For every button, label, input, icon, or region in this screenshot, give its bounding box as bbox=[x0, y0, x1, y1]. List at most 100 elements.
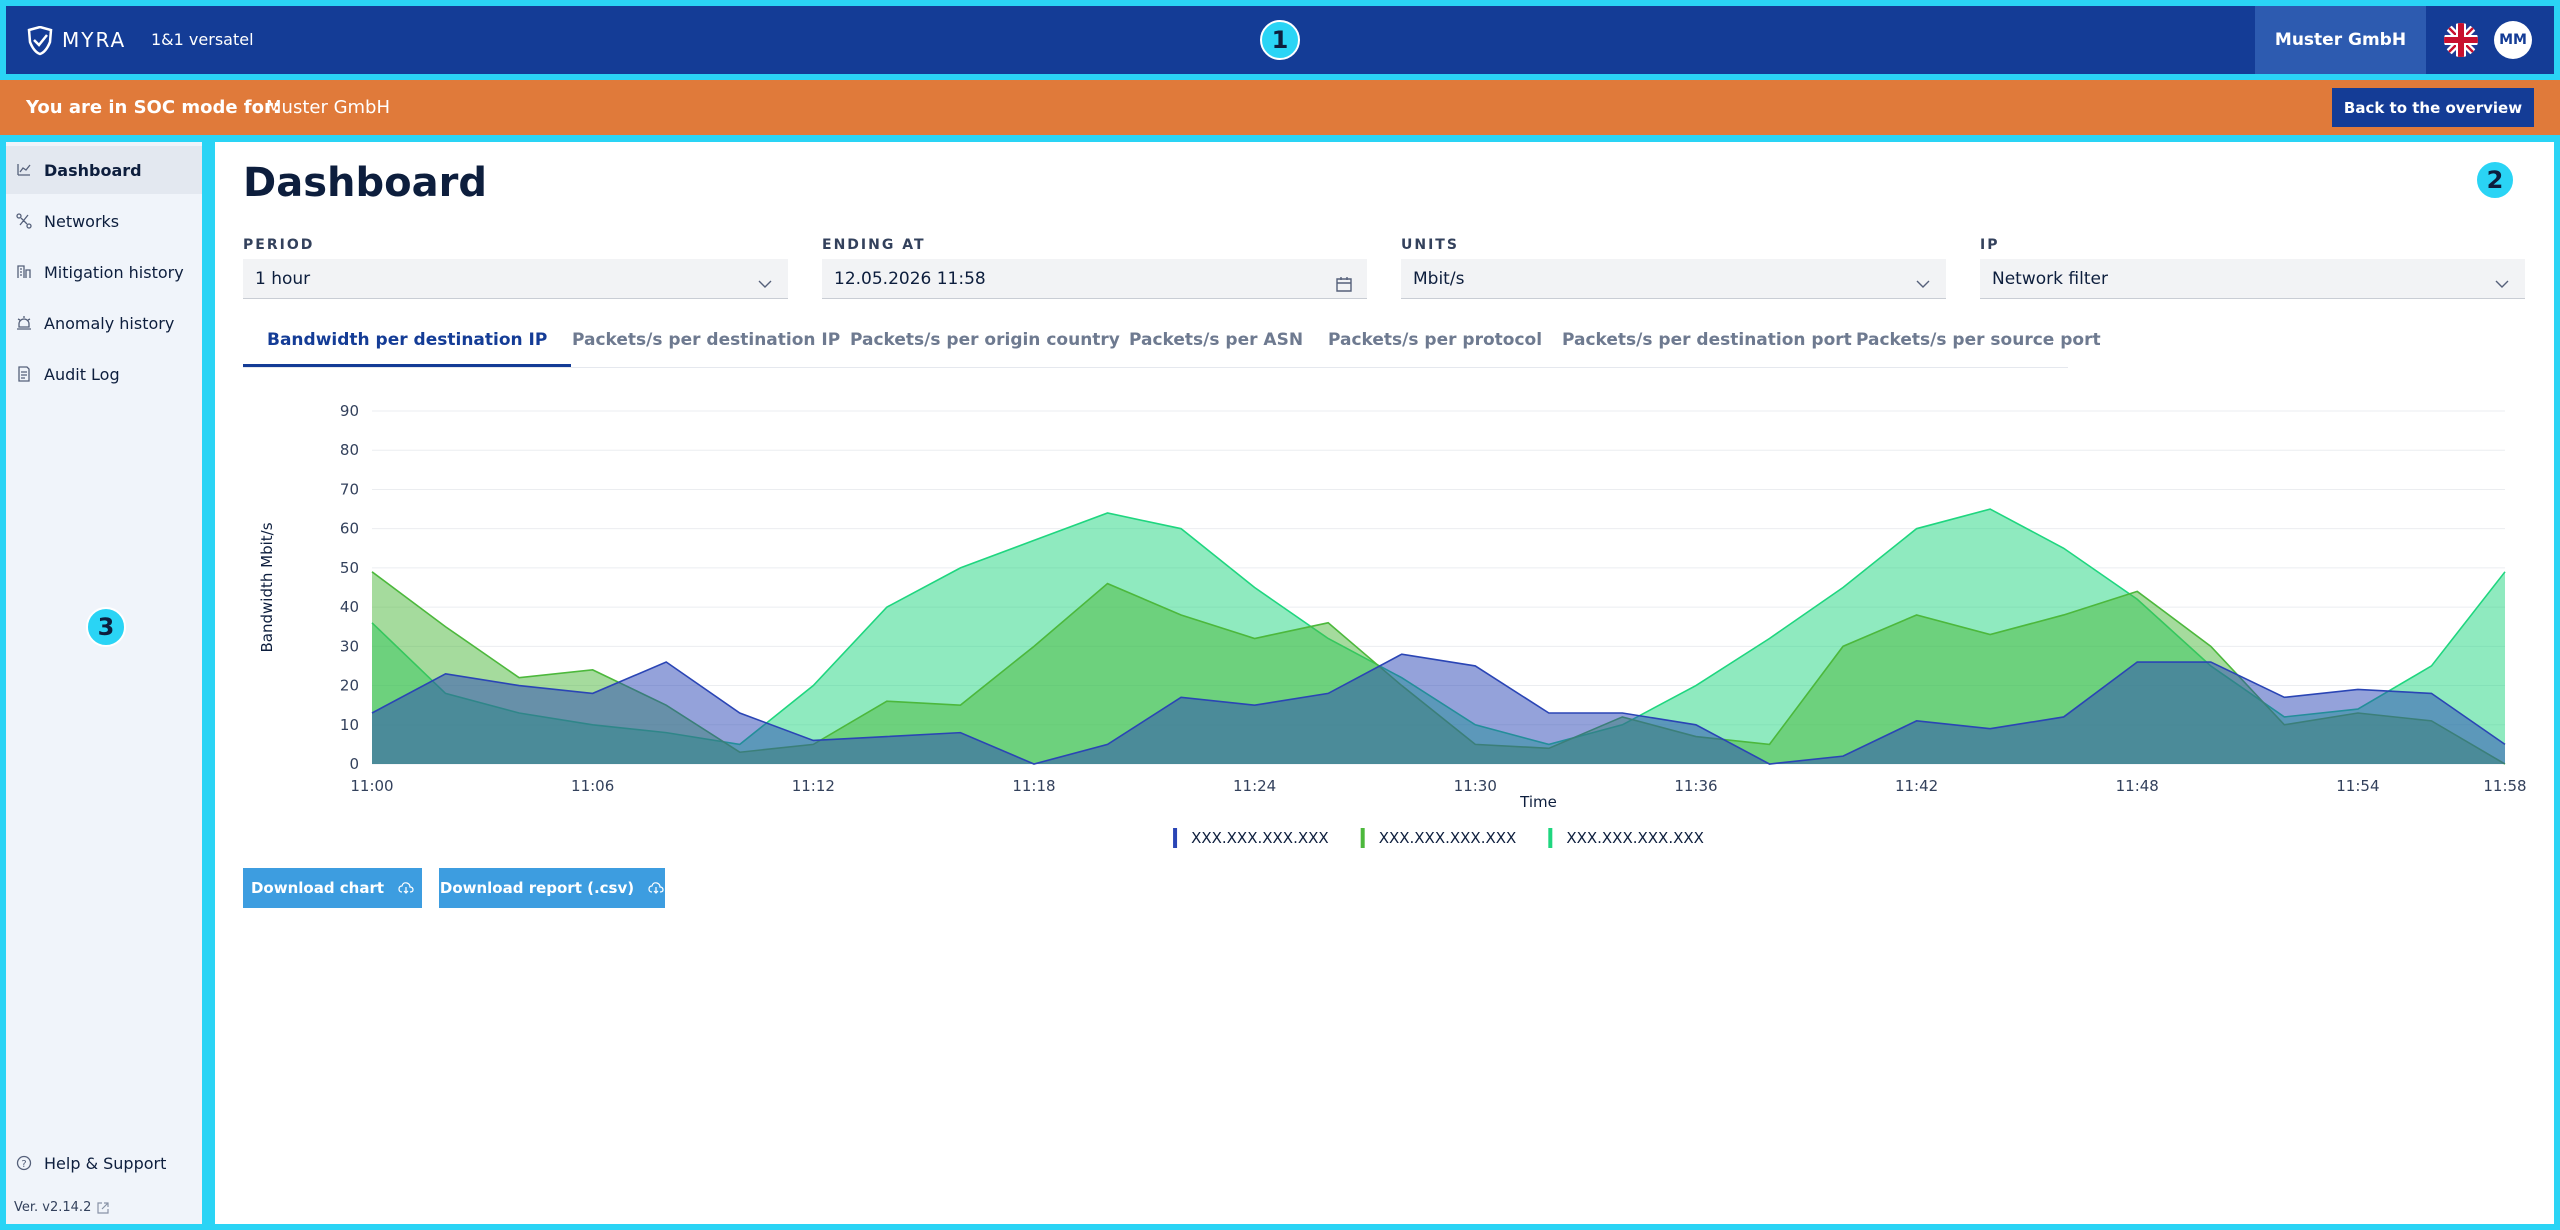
tab[interactable]: Packets/s per ASN bbox=[1129, 330, 1304, 350]
calendar-icon bbox=[1336, 277, 1352, 292]
help-icon: ? bbox=[16, 1155, 32, 1171]
legend-swatch bbox=[1548, 828, 1553, 848]
main-panel: Dashboard 2 PERIOD 1 hour ENDING AT 12.05.2… bbox=[215, 142, 2554, 1224]
dropdown-icon bbox=[758, 280, 772, 288]
version[interactable]: Ver. v2.14.2 bbox=[14, 1200, 92, 1215]
tab[interactable]: Packets/s per origin country bbox=[850, 330, 1120, 350]
x-tick-label: 11:48 bbox=[2116, 777, 2159, 795]
partner-logo: 1&1 versatel bbox=[151, 30, 254, 49]
download-button[interactable]: Download report (.csv) bbox=[439, 868, 665, 908]
filter-value: 12.05.2026 11:58 bbox=[834, 268, 986, 289]
legend-label: XXX.XXX.XXX.XXX bbox=[1566, 829, 1704, 847]
nav-item[interactable]: Audit Log bbox=[6, 350, 202, 398]
x-tick-label: 11:54 bbox=[2336, 777, 2379, 795]
x-tick-label: 11:58 bbox=[2483, 777, 2526, 795]
nav-text: Dashboard bbox=[44, 160, 142, 180]
icon-path bbox=[398, 882, 414, 894]
filter-label: ENDING AT bbox=[822, 237, 926, 253]
y-tick-label: 90 bbox=[340, 402, 359, 420]
icon-path bbox=[1336, 277, 1352, 292]
nav-icon bbox=[18, 366, 30, 382]
tab[interactable]: Packets/s per destination IP bbox=[572, 330, 841, 350]
icon-path bbox=[648, 882, 664, 894]
y-tick-label: 0 bbox=[349, 755, 359, 773]
cloud-download-icon bbox=[648, 882, 664, 894]
nav-icon bbox=[16, 213, 32, 229]
logo-shield bbox=[27, 26, 53, 56]
x-tick-label: 11:24 bbox=[1233, 777, 1276, 795]
nav-text: Audit Log bbox=[44, 364, 120, 384]
x-tick-label: 11:42 bbox=[1895, 777, 1938, 795]
annotation-badge: 1 bbox=[1260, 20, 1300, 60]
nav-item[interactable]: Networks bbox=[6, 197, 202, 245]
nav-item[interactable]: Anomaly history bbox=[6, 299, 202, 347]
y-tick-label: 80 bbox=[340, 441, 359, 459]
x-tick-label: 11:30 bbox=[1454, 777, 1497, 795]
legend-label: XXX.XXX.XXX.XXX bbox=[1191, 829, 1329, 847]
language-flag[interactable] bbox=[2443, 22, 2479, 58]
company-switcher[interactable]: Muster GmbH bbox=[2255, 6, 2426, 74]
chart: 0 10 20 30 40 50 60 70 80 90 Bandwidth Mbit/s 11:00… bbox=[258, 402, 2527, 848]
y-tick-label: 10 bbox=[340, 716, 359, 734]
user-avatar[interactable]: MM bbox=[2494, 21, 2532, 59]
filter-value: Mbit/s bbox=[1413, 268, 1465, 289]
soc-banner: You are in SOC mode for: Muster GmbH Bac… bbox=[0, 80, 2560, 135]
x-tick-label: 11:06 bbox=[571, 777, 614, 795]
icon-path bbox=[17, 164, 31, 176]
tab[interactable]: Packets/s per destination port bbox=[1562, 330, 1852, 350]
filter-input[interactable]: Mbit/s bbox=[1401, 259, 1946, 299]
filter-label: PERIOD bbox=[243, 237, 315, 253]
icon-path bbox=[758, 280, 772, 288]
y-tick-label: 40 bbox=[340, 598, 359, 616]
filter-input[interactable]: 1 hour bbox=[243, 259, 788, 299]
help-text: Help & Support bbox=[44, 1153, 167, 1173]
logo-text: MYRA bbox=[62, 28, 127, 52]
nav-icon bbox=[17, 316, 31, 330]
sidebar: Dashboard Networks Mitigation history Anoma… bbox=[6, 142, 202, 1224]
icon-path bbox=[17, 316, 31, 330]
y-tick-label: 60 bbox=[340, 520, 359, 538]
dropdown-icon bbox=[1916, 280, 1930, 288]
active-tab-underline bbox=[243, 364, 571, 367]
nav-text: Networks bbox=[44, 211, 120, 231]
y-tick-label: 20 bbox=[340, 677, 359, 695]
filter-input[interactable]: 12.05.2026 11:58 bbox=[822, 259, 1367, 299]
soc-company: Muster GmbH bbox=[266, 97, 391, 118]
filter-value: 1 hour bbox=[255, 268, 311, 289]
x-tick-label: 11:36 bbox=[1674, 777, 1717, 795]
area-fill bbox=[372, 571, 2505, 764]
nav-item[interactable]: Mitigation history bbox=[6, 248, 202, 296]
soc-label: You are in SOC mode for: bbox=[26, 97, 281, 118]
tab[interactable]: Packets/s per protocol bbox=[1328, 330, 1543, 350]
nav-item[interactable]: Dashboard bbox=[6, 146, 202, 194]
cloud-download-icon bbox=[398, 882, 414, 894]
filter-value: Network filter bbox=[1992, 268, 2108, 289]
icon-path bbox=[16, 213, 32, 229]
icon-path bbox=[1916, 280, 1930, 288]
help-link[interactable]: ? Help & Support bbox=[6, 1139, 202, 1187]
nav-icon bbox=[17, 164, 31, 176]
top-bar: MYRA 1&1 versatel 1 Muster GmbH MM bbox=[6, 6, 2554, 74]
legend-item: XXX.XXX.XXX.XXX bbox=[1360, 828, 1516, 848]
tab[interactable]: Packets/s per source port bbox=[1856, 330, 2101, 350]
back-button[interactable]: Back to the overview bbox=[2332, 88, 2534, 127]
filter-label: IP bbox=[1980, 237, 2000, 253]
y-tick-label: 30 bbox=[340, 637, 359, 655]
x-tick-label: 11:00 bbox=[350, 777, 393, 795]
download-button[interactable]: Download chart bbox=[243, 868, 422, 908]
y-tick-label: 50 bbox=[340, 559, 359, 577]
legend-item: XXX.XXX.XXX.XXX bbox=[1173, 828, 1329, 848]
tab[interactable]: Bandwidth per destination IP bbox=[267, 330, 548, 350]
y-axis-label: Bandwidth Mbit/s bbox=[258, 522, 276, 652]
button-text: Download report (.csv) bbox=[439, 879, 635, 897]
button-text: Download chart bbox=[250, 879, 385, 897]
icon-path bbox=[18, 366, 30, 382]
nav-text: Mitigation history bbox=[44, 262, 184, 282]
external-link-icon bbox=[97, 1202, 109, 1214]
legend-swatch bbox=[1360, 828, 1365, 848]
annotation-badge: 3 bbox=[86, 607, 126, 647]
icon-path bbox=[2495, 280, 2509, 288]
filter-input[interactable]: Network filter bbox=[1980, 259, 2525, 299]
annotation-badge: 2 bbox=[2475, 160, 2515, 200]
dropdown-icon bbox=[2495, 280, 2509, 288]
